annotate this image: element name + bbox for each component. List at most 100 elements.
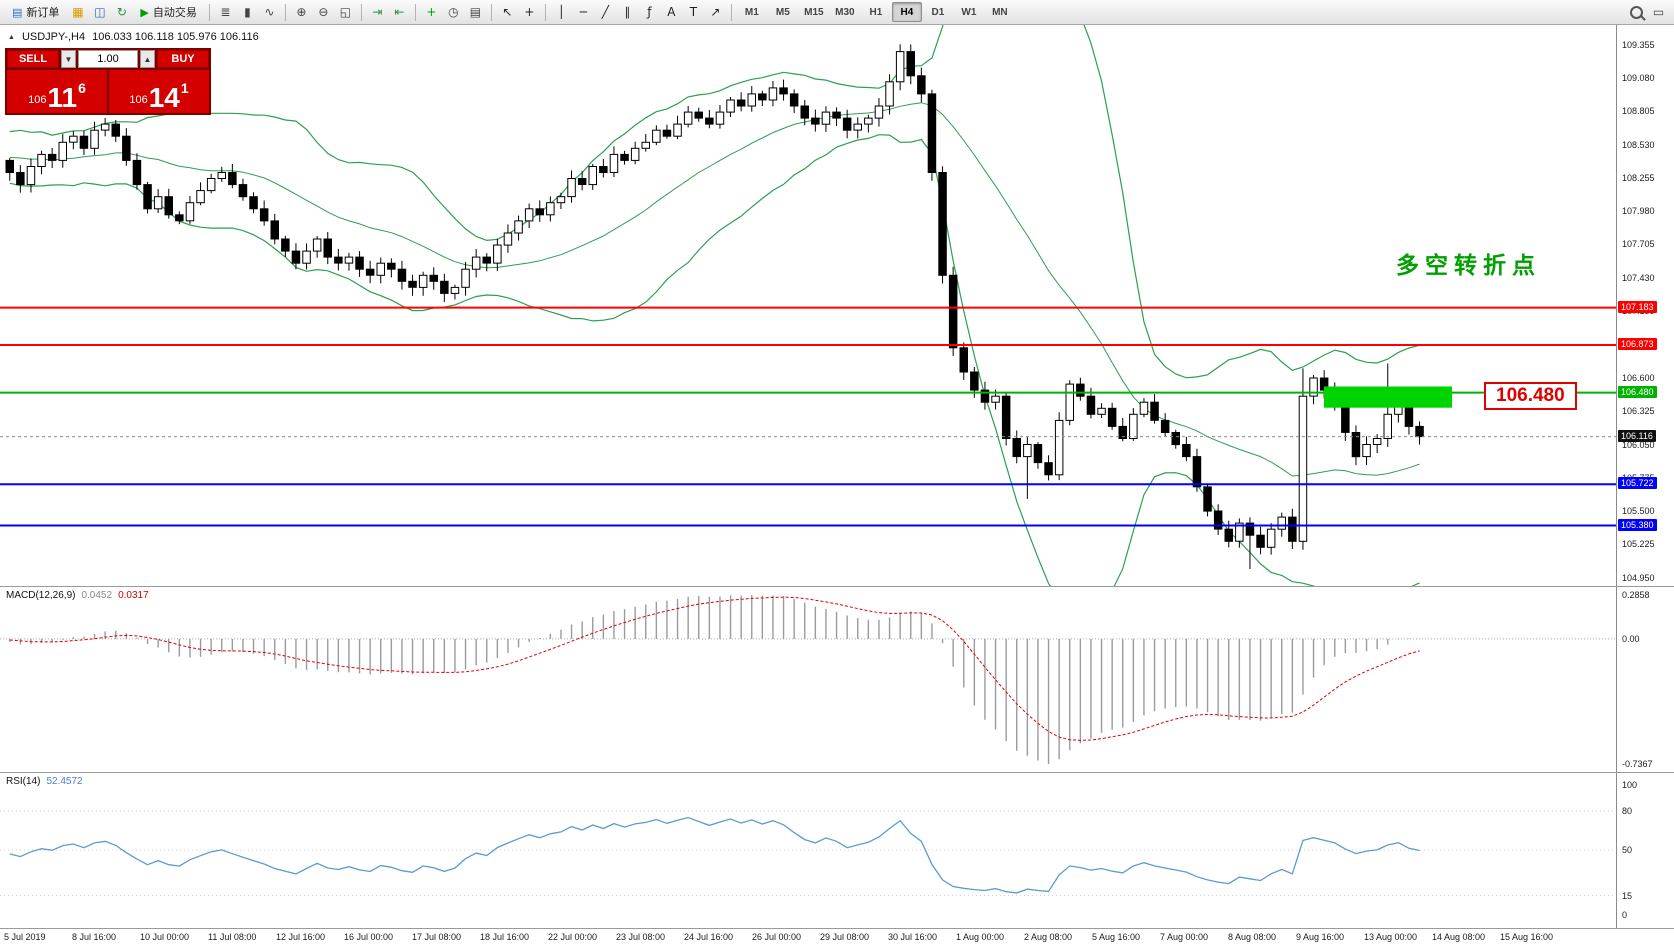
macd-axis-label: -0.7367	[1622, 759, 1653, 769]
candle-body	[228, 172, 237, 186]
chart-collapse-icon[interactable]: ▲	[8, 33, 15, 41]
rsi-pane-separator[interactable]	[0, 772, 1674, 773]
zoom-out-icon[interactable]: ⊖	[318, 5, 329, 19]
candle-body	[1245, 522, 1255, 536]
candle-body	[1298, 395, 1308, 542]
macd-value-signal: 0.0317	[118, 590, 149, 601]
text-label-icon[interactable]: T	[689, 5, 698, 19]
autotrade-button[interactable]: ▶ 自动交易	[133, 1, 203, 23]
candle-body	[153, 196, 163, 210]
candle-body	[143, 184, 152, 210]
candle-body	[1044, 462, 1053, 476]
candle-body	[768, 87, 778, 101]
candle-body	[1118, 425, 1127, 439]
equidistant-channel-icon[interactable]: ∥	[624, 5, 631, 19]
candle-body	[800, 105, 809, 119]
candle-body	[1277, 516, 1286, 530]
cursor-icon[interactable]: ↖	[502, 5, 513, 19]
sell-button[interactable]: SELL	[7, 50, 59, 68]
profiles-icon[interactable]: ◫	[94, 5, 106, 19]
timeframe-d1-button[interactable]: D1	[931, 6, 945, 18]
tile-windows-icon[interactable]: ◱	[339, 5, 352, 19]
rsi-axis-label: 15	[1622, 891, 1633, 901]
horizontal-line-icon[interactable]: ─	[579, 5, 587, 19]
toolbar-separator	[208, 3, 210, 21]
periods-icon[interactable]: ◷	[448, 5, 459, 19]
volume-up-icon[interactable]: ▲	[140, 50, 155, 68]
bar-chart-icon[interactable]: ≣	[220, 5, 231, 19]
price-axis-label: 107.430	[1622, 273, 1655, 283]
chart-shift-icon[interactable]: ⇤	[394, 5, 405, 19]
line-chart-icon[interactable]: ∿	[264, 5, 275, 19]
timeframe-m15-button[interactable]: M15	[804, 6, 824, 18]
sell-price-sup: 6	[78, 80, 86, 96]
auto-scroll-icon[interactable]: ⇥	[372, 5, 383, 19]
indicators-icon[interactable]: +	[426, 5, 437, 19]
vertical-line-icon[interactable]: │	[557, 5, 565, 19]
candle-body	[1415, 425, 1424, 438]
sell-price-main: 11	[47, 82, 78, 114]
data-window-icon[interactable]: ▭	[1652, 5, 1665, 19]
templates-icon[interactable]: ▤	[469, 5, 482, 19]
candle-body	[652, 129, 661, 143]
candle-body	[408, 280, 417, 288]
timeframe-w1-button[interactable]: W1	[961, 6, 977, 18]
fibonacci-icon[interactable]: ƒ	[647, 5, 652, 19]
buy-button[interactable]: BUY	[157, 50, 209, 68]
volume-input[interactable]	[78, 50, 138, 68]
highlight-rectangle[interactable]	[1324, 386, 1452, 408]
rsi-pane[interactable]	[0, 773, 1616, 928]
timeframe-h1-button[interactable]: H1	[869, 6, 883, 18]
crosshair-icon[interactable]: +	[524, 5, 535, 19]
candle-body	[69, 135, 78, 143]
macd-pane-separator[interactable]	[0, 586, 1674, 587]
search-icon[interactable]	[1626, 2, 1647, 22]
candlestick-chart-icon[interactable]: ▮	[244, 5, 251, 19]
text-icon[interactable]: A	[667, 5, 676, 19]
arrows-icon[interactable]: ↗	[710, 5, 721, 19]
volume-dropdown-icon[interactable]: ▼	[61, 50, 76, 68]
timeframe-h4-button[interactable]: H4	[891, 2, 922, 22]
new-order-button[interactable]: ▤ 新订单	[5, 1, 66, 23]
candle-body	[673, 123, 682, 137]
candle-body	[1224, 528, 1233, 542]
candle-body	[588, 166, 597, 186]
time-axis-label: 2 Aug 08:00	[1024, 932, 1073, 942]
refresh-icon[interactable]: ↻	[116, 5, 127, 19]
timeframe-m30-button[interactable]: M30	[835, 6, 855, 18]
candle-body	[874, 105, 884, 119]
candle-body	[715, 111, 725, 125]
buy-price[interactable]: 106 14 1	[109, 70, 209, 113]
timeframe-m5-button[interactable]: M5	[775, 6, 790, 18]
candle-body	[1351, 432, 1361, 458]
candle-body	[111, 123, 120, 137]
zoom-in-icon[interactable]: ⊕	[296, 5, 307, 19]
turning-point-annotation[interactable]: 多空转折点	[1396, 252, 1541, 278]
candle-body	[577, 178, 587, 185]
price-axis-label: 108.805	[1622, 106, 1655, 116]
price-axis[interactable]: 109.355 109.080 108.805 108.530 108.255 107.9…	[1616, 25, 1674, 586]
timeframe-mn-button[interactable]: MN	[992, 6, 1008, 18]
candle-body	[1107, 407, 1117, 427]
macd-name: MACD(12,26,9)	[6, 590, 76, 601]
candle-body	[694, 111, 703, 119]
trendline-icon[interactable]: ╱	[601, 5, 609, 19]
macd-pane[interactable]	[0, 587, 1616, 772]
candle-body	[514, 220, 523, 234]
rsi-line	[9, 816, 1420, 894]
candle-body	[895, 51, 905, 83]
candle-body	[609, 153, 619, 173]
time-axis-label: 24 Jul 16:00	[684, 932, 734, 942]
candle-body	[917, 75, 926, 95]
toolbar: ▤ 新订单 ▦ ◫ ↻ ▶ 自动交易 ≣ ▮ ∿ ⊕ ⊖ ◱ ⇥ ⇤ + ◷ ▤ ↖ + │ ─ ╱ ∥ ƒ A T ↗ M1 M5 M15…	[0, 0, 1674, 25]
price-axis-label: 107.980	[1622, 206, 1655, 216]
timeframe-m1-button[interactable]: M1	[744, 6, 759, 18]
sell-price[interactable]: 106 11 6	[7, 70, 107, 113]
candle-body	[662, 129, 672, 137]
level-callout[interactable]: 106.480	[1484, 382, 1577, 410]
main-chart[interactable]	[0, 25, 1616, 586]
time-axis[interactable]: 5 Jul 2019 8 Jul 16:00 10 Jul 00:00 11 Jul …	[0, 929, 1674, 947]
toolbar-separator	[360, 3, 362, 21]
charts-icon[interactable]: ▦	[72, 5, 84, 19]
candle-body	[461, 268, 470, 288]
